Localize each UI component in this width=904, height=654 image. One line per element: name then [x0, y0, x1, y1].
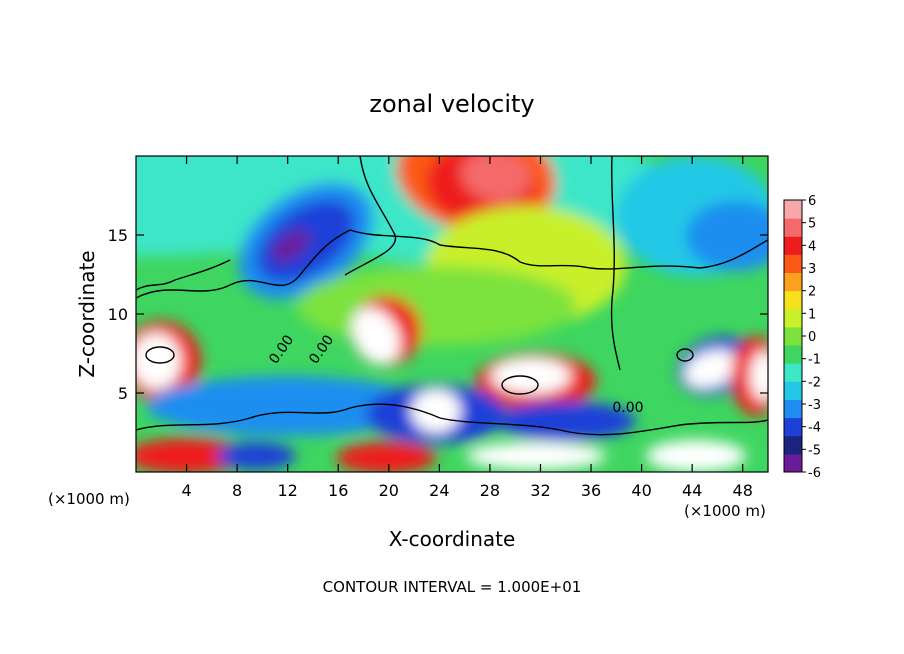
- field-blob: [646, 440, 746, 472]
- contour-line: [676, 348, 694, 362]
- x-tick-label: 20: [379, 481, 399, 500]
- colorbar-swatch: [784, 236, 802, 255]
- x-tick-label: 16: [328, 481, 348, 500]
- contour-lines: [136, 156, 768, 436]
- x-tick-label: 12: [278, 481, 298, 500]
- x-unit-left: (×1000 m): [48, 490, 130, 508]
- field-blob: [466, 442, 606, 470]
- colorbar-tick-label: -1: [808, 353, 821, 368]
- field-blob: [336, 442, 436, 472]
- colorbar-swatch: [784, 363, 802, 382]
- colorbar-tick-label: -5: [808, 443, 821, 458]
- colorbar-tick-label: -4: [808, 421, 821, 436]
- colorbar-swatch: [784, 272, 802, 292]
- plot-area: 0.00 0.000.00: [135, 155, 769, 473]
- colorbar-swatch: [784, 218, 802, 237]
- field-blob: [750, 351, 768, 401]
- field-blob: [216, 442, 296, 470]
- chart-title: zonal velocity: [369, 90, 534, 118]
- field-blob: [296, 266, 576, 346]
- contour-label: 0.00: [612, 400, 643, 416]
- contour-line: [145, 346, 175, 364]
- colorbar-swatch: [784, 381, 802, 400]
- colorbar-swatch: [784, 417, 802, 437]
- colorbar-tick-label: 0: [808, 330, 816, 345]
- field-blob: [491, 358, 571, 394]
- colorbar-tick-label: 1: [808, 307, 816, 322]
- y-tick-label: 5: [118, 384, 128, 403]
- x-tick-label: 36: [581, 481, 601, 500]
- field-blob: [271, 230, 311, 262]
- field-blob: [411, 389, 461, 433]
- contour-line: [610, 156, 621, 371]
- field-blob: [496, 401, 636, 441]
- x-tick-label: 8: [232, 481, 242, 500]
- colorbar-tick-label: -6: [808, 466, 821, 481]
- x-tick-label: 28: [480, 481, 500, 500]
- contour-line: [136, 403, 768, 436]
- colorbar-tick-label: 4: [808, 239, 816, 254]
- colorbar-tick-label: -2: [808, 375, 821, 390]
- y-axis: 5 10 15: [108, 226, 768, 403]
- x-tick-label: 32: [530, 481, 550, 500]
- x-tick-label: 44: [682, 481, 702, 500]
- colorbar-tick-label: 6: [808, 194, 816, 209]
- colorbar-swatch: [784, 399, 802, 419]
- velocity-field: [136, 156, 768, 472]
- x-tick-label: 40: [631, 481, 651, 500]
- field-blob: [686, 201, 768, 271]
- colorbar-tick-label: -3: [808, 398, 821, 413]
- colorbar-tick-label: 2: [808, 285, 816, 300]
- colorbar-swatch: [784, 453, 802, 473]
- x-axis: 4 8 12 16 20 24 28 32 36 40 44 48: [181, 156, 753, 500]
- colorbar-swatch: [784, 254, 802, 274]
- y-tick-label: 15: [108, 226, 128, 245]
- colorbar-swatch: [784, 290, 802, 310]
- colorbar-tick-label: 5: [808, 217, 816, 232]
- x-tick-label: 48: [733, 481, 753, 500]
- contour-line: [136, 229, 768, 299]
- contour-line: [501, 375, 539, 395]
- colorbar-swatch: [784, 326, 802, 346]
- colorbar-tick-label: 3: [808, 262, 816, 277]
- x-unit-right: (×1000 m): [684, 502, 766, 520]
- field-blob: [136, 333, 181, 389]
- y-tick-label: 10: [108, 305, 128, 324]
- contour-line: [136, 259, 231, 291]
- colorbar-swatch: [784, 345, 802, 364]
- contour-line: [344, 156, 397, 276]
- field-blob: [461, 156, 531, 202]
- field-blob: [351, 307, 401, 365]
- colorbar: 6 5 4 3 2 1 0 -1 -2 -3 -4 -5 -6: [783, 194, 821, 481]
- colorbar-swatch: [784, 435, 802, 455]
- y-axis-label: Z-coordinate: [75, 250, 99, 377]
- x-tick-label: 24: [429, 481, 449, 500]
- colorbar-swatch: [784, 200, 802, 219]
- field-blob: [683, 349, 739, 389]
- x-axis-label: X-coordinate: [389, 527, 516, 551]
- colorbar-swatch: [784, 308, 802, 328]
- x-tick-label: 4: [181, 481, 191, 500]
- field-blob: [136, 438, 246, 472]
- contour-interval-note: CONTOUR INTERVAL = 1.000E+01: [323, 578, 582, 596]
- field-blob: [146, 376, 426, 436]
